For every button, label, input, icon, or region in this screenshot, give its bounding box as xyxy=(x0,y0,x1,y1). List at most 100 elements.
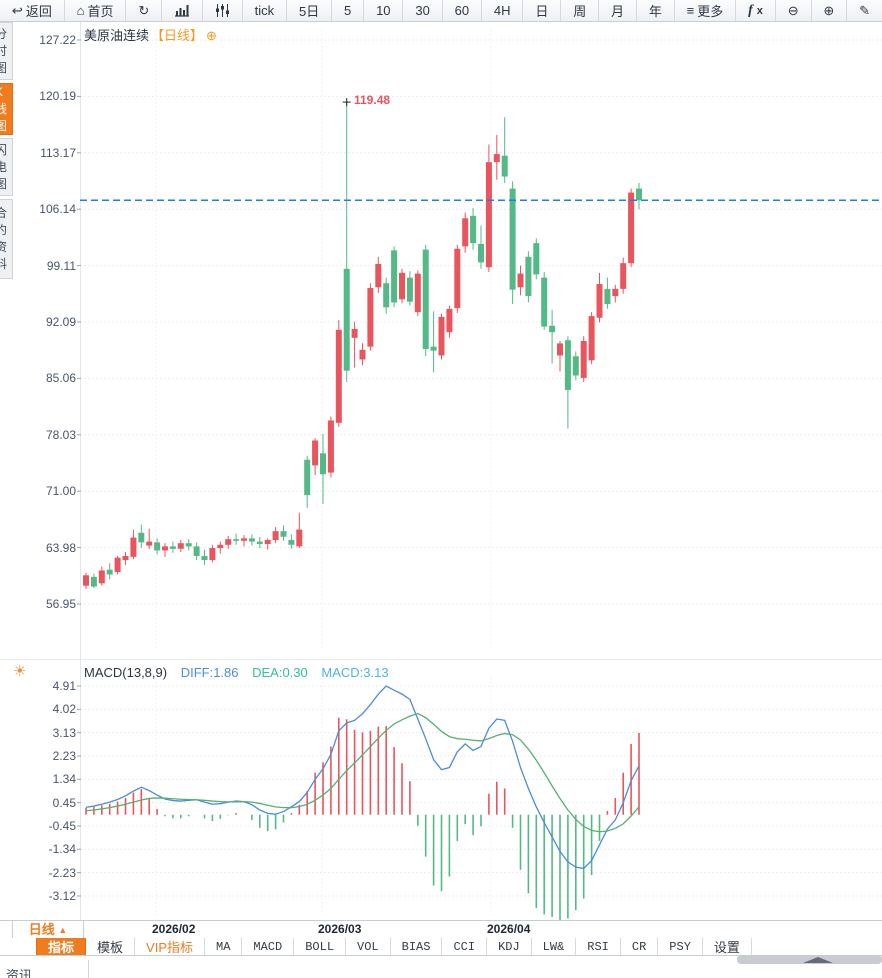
sidebar-tab-kline-chart-char: K xyxy=(0,84,12,101)
zoom-out-icon: ⊖ xyxy=(787,3,799,18)
zoom-in-button[interactable]: ⊕ xyxy=(811,0,848,21)
sidebar-tab-contract-info-char: 合 xyxy=(0,205,12,222)
macd-dea-value: DEA:0.30 xyxy=(252,665,308,680)
home-button[interactable]: ⌂ 首页 xyxy=(64,0,127,21)
period-selector[interactable]: 日线 ▲ xyxy=(12,921,84,938)
tab-template[interactable]: 模板 xyxy=(86,938,136,955)
chart-title: 美原油连续 【日线】 ⊕ xyxy=(84,25,217,44)
tab-kdj[interactable]: KDJ xyxy=(487,938,532,955)
sidebar-tab-time-chart-char: 分 xyxy=(0,26,12,43)
price-axis-label: 71.00 xyxy=(45,484,76,499)
period-selector-label: 日线 xyxy=(28,922,55,937)
home-icon: ⌂ xyxy=(76,3,85,18)
tab-bias[interactable]: BIAS xyxy=(391,938,443,955)
tab-boll[interactable]: BOLL xyxy=(294,938,347,955)
period-month-button-label: 月 xyxy=(611,4,625,19)
sidebar-tab-kline-chart-char: 图 xyxy=(0,118,12,135)
sidebar-tab-time-chart-char: 图 xyxy=(0,60,12,77)
macd-axis-label: 4.02 xyxy=(52,702,76,717)
macd-axis-label: -1.34 xyxy=(48,842,76,857)
sidebar-tab-lightning-chart[interactable]: 闪电图 xyxy=(0,138,13,196)
price-axis-label: 85.06 xyxy=(45,371,76,386)
tab-psy[interactable]: PSY xyxy=(658,938,703,955)
price-axis-label: 113.17 xyxy=(40,145,76,160)
high-price-annotation: 119.48 xyxy=(354,93,391,107)
chevron-up-icon: ▲ xyxy=(58,925,68,935)
tab-vip-indicator[interactable]: VIP指标 xyxy=(135,938,205,955)
back-button[interactable]: ↩ 返回 xyxy=(0,0,65,21)
expand-up-icon xyxy=(803,957,833,963)
macd-diff-value: DIFF:1.86 xyxy=(180,665,239,680)
sidebar-tab-time-chart-char: 时 xyxy=(0,43,12,60)
symbol-name: 美原油连续 xyxy=(84,28,150,43)
more-button-label: 更多 xyxy=(697,4,724,19)
tab-macd[interactable]: MACD xyxy=(242,938,295,955)
tab-rsi[interactable]: RSI xyxy=(576,938,621,955)
period-30-button[interactable]: 30 xyxy=(403,0,443,21)
macd-axis-label: -2.23 xyxy=(48,865,76,880)
tab-settings[interactable]: 设置 xyxy=(703,938,752,955)
pen-icon: ✎ xyxy=(859,3,871,18)
collapse-panel-handle[interactable] xyxy=(737,955,882,964)
month-axis-label: 2026/03 xyxy=(318,922,362,936)
period-year-button[interactable]: 年 xyxy=(636,0,675,21)
news-tab[interactable]: 资讯 xyxy=(6,968,33,978)
sidebar-tab-lightning-chart-char: 图 xyxy=(0,176,12,193)
tab-lw[interactable]: LW& xyxy=(532,938,577,955)
back-button-label: 返回 xyxy=(25,4,52,19)
macd-axis-label: -0.45 xyxy=(48,818,76,833)
draw-button[interactable]: ✎ xyxy=(847,0,882,21)
kline-style-button[interactable] xyxy=(202,0,243,21)
period-5d-button[interactable]: 5日 xyxy=(287,0,333,21)
period-week-button[interactable]: 周 xyxy=(561,0,600,21)
period-60-button[interactable]: 60 xyxy=(442,0,483,21)
tab-cci[interactable]: CCI xyxy=(442,938,488,955)
more-button[interactable]: ≡ 更多 xyxy=(674,0,737,21)
zoom-out-button[interactable]: ⊖ xyxy=(775,0,812,21)
period-day-button[interactable]: 日 xyxy=(523,0,562,21)
sidebar-tab-kline-chart[interactable]: K线图 xyxy=(0,83,13,135)
xaxis-strip: 日线 ▲ 2026/02 2026/03 2026/04 xyxy=(0,920,882,939)
sidebar-tab-contract-info-char: 料 xyxy=(0,256,12,273)
period-30-button-label: 30 xyxy=(415,3,430,18)
tab-cr[interactable]: CR xyxy=(621,938,659,955)
period-4h-button-label: 4H xyxy=(493,3,511,18)
settings-sun-icon[interactable]: ☀ xyxy=(13,663,27,680)
price-axis-label: 56.95 xyxy=(45,597,76,611)
bar-chart-icon xyxy=(174,4,190,17)
indicator-tab-bar: 指标 模板 VIP指标 MA MACD BOLL VOL BIAS CCI KDJ LW& RSI CR… xyxy=(0,938,882,956)
month-axis-label: 2026/02 xyxy=(152,922,196,936)
macd-header: MACD(13,8,9) DIFF:1.86 DEA:0.30 MACD:3.1… xyxy=(84,665,389,680)
price-axis-label: 63.98 xyxy=(45,540,76,555)
tab-vol[interactable]: VOL xyxy=(346,938,391,955)
refresh-button[interactable]: ↻ xyxy=(126,0,163,21)
bar-chart-button[interactable] xyxy=(162,0,203,21)
period-60-button-label: 60 xyxy=(454,3,470,18)
price-axis-label: 106.14 xyxy=(39,202,76,217)
sidebar-tab-contract-info[interactable]: 合约资料 xyxy=(0,199,13,279)
macd-axis-label: 2.23 xyxy=(52,748,76,763)
period-month-button[interactable]: 月 xyxy=(599,0,637,21)
panel-separator xyxy=(0,659,882,660)
home-button-label: 首页 xyxy=(87,4,114,19)
period-5-button[interactable]: 5 xyxy=(332,0,365,21)
tick-button-label: tick xyxy=(254,3,275,18)
add-contract-icon[interactable]: ⊕ xyxy=(206,28,217,43)
period-week-button-label: 周 xyxy=(573,4,587,19)
zoom-in-icon: ⊕ xyxy=(823,3,835,18)
period-4h-button[interactable]: 4H xyxy=(482,0,524,21)
tick-button[interactable]: tick xyxy=(242,0,288,21)
macd-macd-value: MACD:3.13 xyxy=(321,665,389,680)
month-axis-label: 2026/04 xyxy=(487,922,531,936)
price-axis-label: 78.03 xyxy=(45,427,76,442)
plot-left-border xyxy=(80,21,81,920)
tab-indicator[interactable]: 指标 xyxy=(36,938,87,955)
sidebar-tab-time-chart[interactable]: 分时图 xyxy=(0,22,13,80)
tab-ma[interactable]: MA xyxy=(205,938,243,955)
price-axis-label: 120.19 xyxy=(39,89,76,104)
price-axis-label: 99.11 xyxy=(46,258,76,273)
period-10-button[interactable]: 10 xyxy=(364,0,404,21)
macd-axis-label: 0.45 xyxy=(52,795,76,810)
